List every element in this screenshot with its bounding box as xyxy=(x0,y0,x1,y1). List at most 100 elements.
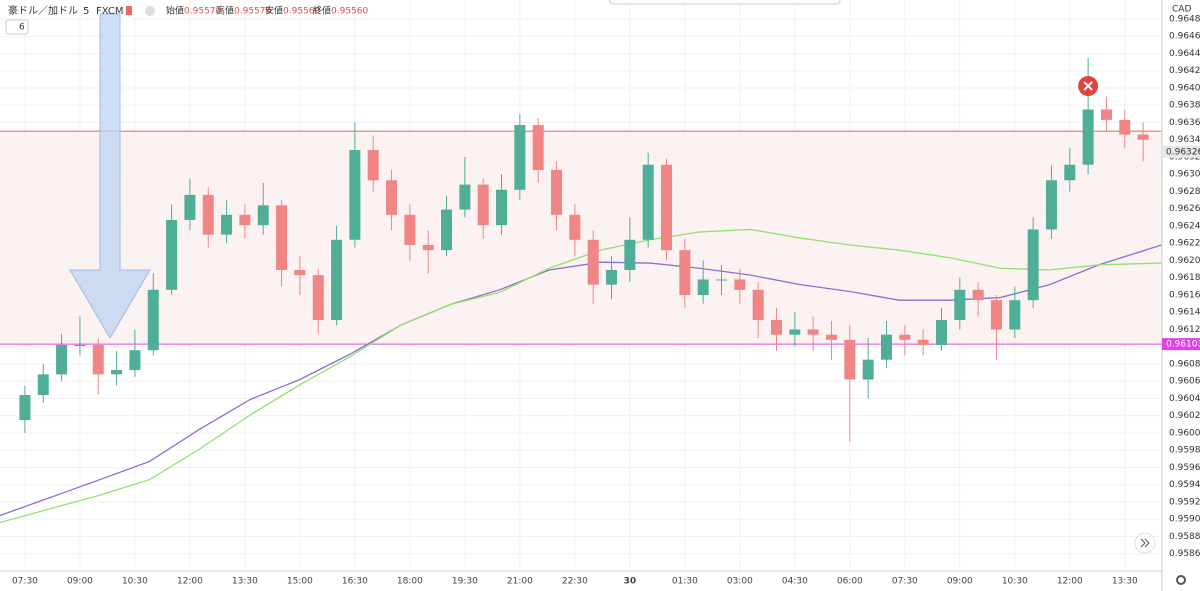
candle-body xyxy=(111,370,123,375)
exit-marker-cross xyxy=(1083,81,1093,91)
candle-body xyxy=(734,279,746,290)
header: 豪ドル／加ドル 5 FXCM 始値 0.95570 高値 0.95570 安値 … xyxy=(5,4,368,35)
candle-body xyxy=(147,289,159,351)
x-tick-label: 13:30 xyxy=(1112,577,1138,587)
moving-average xyxy=(0,228,1162,524)
x-tick-label: 13:30 xyxy=(232,577,258,587)
candle-body xyxy=(19,395,31,421)
x-tick-label: 12:00 xyxy=(1057,577,1083,587)
y-unit: CAD xyxy=(1172,5,1191,15)
x-tick-label: 01:30 xyxy=(672,577,698,587)
candle-body xyxy=(1045,180,1057,230)
x-tick-label: 12:00 xyxy=(177,577,203,587)
low-label: 安値 xyxy=(265,5,283,17)
close-value: 0.95560 xyxy=(331,7,368,17)
candle-body xyxy=(129,350,141,371)
candle-body xyxy=(917,339,929,346)
candle-body xyxy=(551,169,563,215)
high-value: 0.95570 xyxy=(234,7,271,17)
flag-icon[interactable] xyxy=(126,6,132,15)
low-value: 0.95560 xyxy=(283,7,320,17)
x-tick-label: 18:00 xyxy=(397,577,423,587)
moving-average xyxy=(0,244,1162,517)
candle-body xyxy=(679,250,691,295)
candle-body xyxy=(789,329,801,335)
candle-body xyxy=(202,194,214,235)
candle-body xyxy=(642,164,654,240)
candle-body xyxy=(404,214,416,245)
x-tick-label: 06:00 xyxy=(837,577,863,587)
x-tick-label: 07:30 xyxy=(12,577,38,587)
x-tick-label: 09:00 xyxy=(947,577,973,587)
open-value: 0.95570 xyxy=(184,7,221,17)
candle-body xyxy=(331,239,343,321)
candle-body xyxy=(1119,119,1131,135)
scroll-icon xyxy=(1140,538,1150,548)
last-price-label: 0.96326 xyxy=(1166,147,1200,157)
plot-area xyxy=(0,0,1162,571)
candle-body xyxy=(606,269,618,285)
x-tick-label: 22:30 xyxy=(562,577,588,587)
zone xyxy=(0,131,1162,345)
candle-body xyxy=(899,334,911,340)
x-tick-label: 10:30 xyxy=(122,577,148,587)
candle-body xyxy=(972,289,984,301)
x-tick-label: 16:30 xyxy=(342,577,368,587)
candle-body xyxy=(752,289,764,321)
x-tick-label: 03:00 xyxy=(727,577,753,587)
candle-body xyxy=(184,194,196,220)
candle-body xyxy=(441,209,453,251)
candle-body xyxy=(386,180,398,215)
candle-body xyxy=(74,345,86,347)
last-price-badge xyxy=(1162,145,1200,158)
x-tick-label: 19:30 xyxy=(452,577,478,587)
symbol: 豪ドル／加ドル xyxy=(8,4,78,17)
candle-body xyxy=(1082,109,1094,165)
close-label: 終値 xyxy=(313,5,331,17)
indicator-toggle[interactable] xyxy=(5,19,29,35)
candle-body xyxy=(56,345,68,375)
candle-body xyxy=(990,300,1002,330)
candle-body xyxy=(1100,109,1112,120)
candle-body xyxy=(221,214,233,235)
x-tick-label: 04:30 xyxy=(782,577,808,587)
candle-body xyxy=(1137,134,1149,140)
candle-body xyxy=(166,219,178,290)
settings-button[interactable] xyxy=(1176,575,1186,585)
source: FXCM xyxy=(96,6,124,17)
candle-body xyxy=(312,275,324,321)
candle-body xyxy=(697,279,709,295)
candle-body xyxy=(239,214,251,226)
x-tick-label: 10:30 xyxy=(1002,577,1028,587)
candle-body xyxy=(954,289,966,321)
candle-body xyxy=(624,239,636,270)
candle-body xyxy=(569,214,581,240)
candle-body xyxy=(496,189,508,226)
candle-body xyxy=(1064,164,1076,181)
candle-body xyxy=(862,359,874,380)
candle-body xyxy=(1009,300,1021,330)
candle-body xyxy=(276,205,288,270)
candle-body xyxy=(532,125,544,170)
toggle-icon[interactable] xyxy=(145,6,155,16)
